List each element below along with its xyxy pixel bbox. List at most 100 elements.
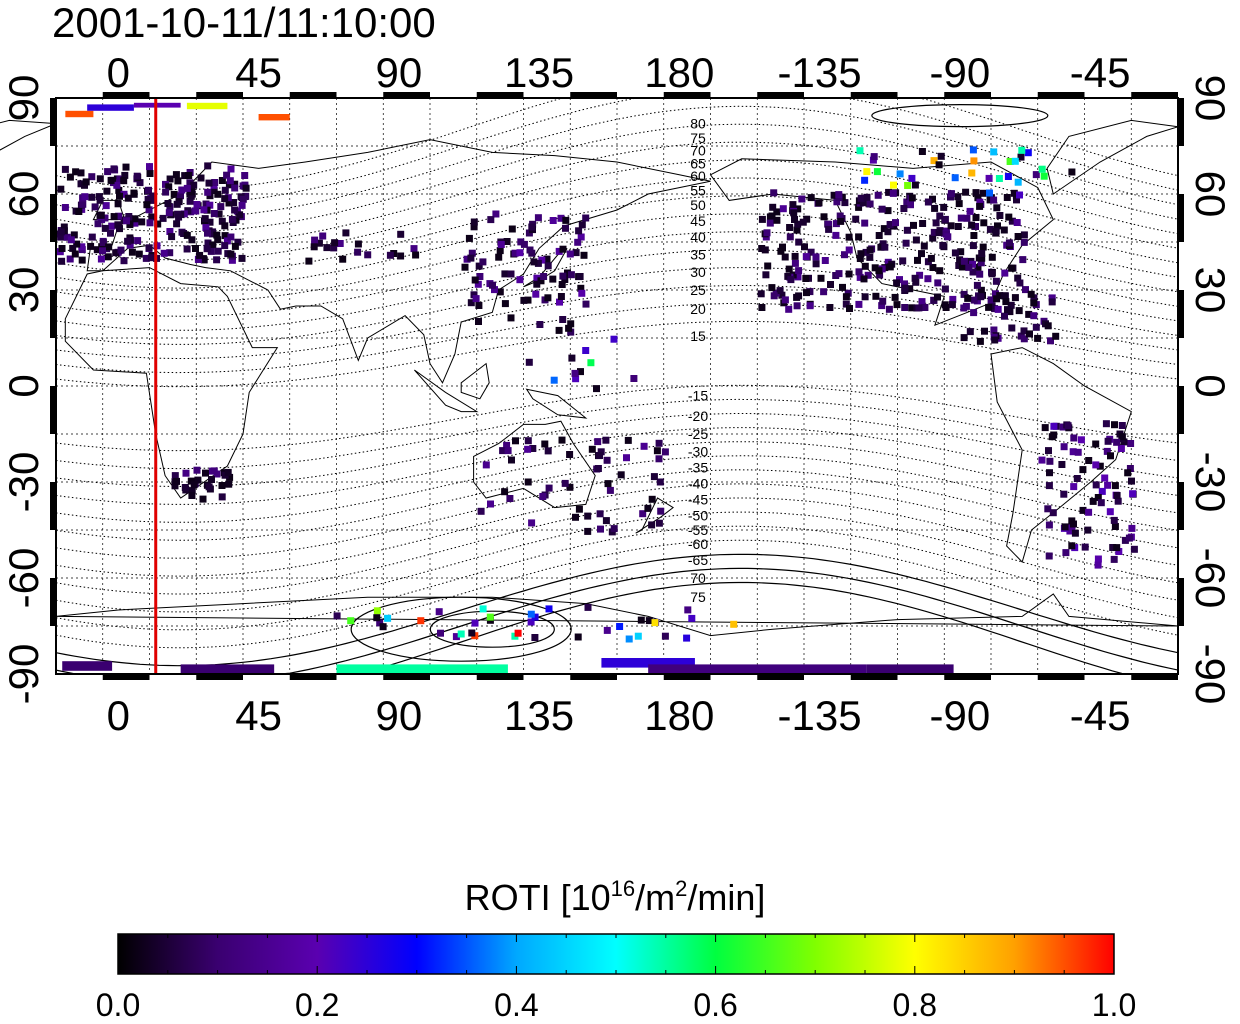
roti-cell xyxy=(1045,521,1053,529)
roti-cell xyxy=(582,214,590,222)
roti-cell xyxy=(653,447,661,455)
roti-cell xyxy=(910,221,917,229)
x-tick-label-top: 180 xyxy=(644,49,714,96)
roti-cell xyxy=(471,276,479,284)
roti-cell xyxy=(832,220,840,228)
roti-cell xyxy=(225,199,233,207)
roti-cell xyxy=(987,296,995,304)
roti-cell xyxy=(214,247,222,255)
roti-cell xyxy=(577,368,584,376)
roti-cell xyxy=(995,175,1003,182)
roti-cell xyxy=(1015,307,1023,315)
roti-cell xyxy=(770,189,778,197)
roti-cell xyxy=(468,629,476,637)
roti-cell xyxy=(81,193,89,201)
roti-cell xyxy=(182,469,190,477)
roti-cell xyxy=(186,179,194,187)
roti-cell xyxy=(539,493,547,500)
roti-cell xyxy=(639,510,647,518)
roti-cell xyxy=(544,447,552,455)
roti-cell xyxy=(128,248,136,256)
roti-cell xyxy=(78,256,86,264)
roti-cell xyxy=(856,273,864,281)
roti-cell xyxy=(833,198,841,206)
contour-label: 45 xyxy=(690,213,706,229)
roti-cell xyxy=(1019,256,1027,264)
y-tick-label-left: 30 xyxy=(0,267,47,314)
roti-cell xyxy=(177,192,184,200)
roti-cell xyxy=(99,247,106,255)
roti-cell xyxy=(130,189,138,197)
roti-cell xyxy=(218,177,226,184)
roti-cell xyxy=(190,481,198,489)
roti-cell xyxy=(1094,555,1102,563)
roti-cell xyxy=(541,440,549,448)
roti-cell xyxy=(110,213,118,221)
roti-cell xyxy=(839,283,846,291)
roti-cell xyxy=(929,234,937,242)
roti-cell xyxy=(231,180,239,188)
roti-cell xyxy=(1017,153,1025,161)
roti-band xyxy=(180,664,275,674)
roti-cell xyxy=(577,233,585,241)
frame-tick-top xyxy=(570,92,617,98)
roti-cell xyxy=(550,376,558,384)
magnetic-latitude-line xyxy=(55,123,1179,233)
roti-cell xyxy=(1118,422,1126,429)
roti-cell xyxy=(901,280,908,288)
roti-cell xyxy=(1020,231,1028,239)
roti-cell xyxy=(806,302,814,310)
frame-tick-top xyxy=(476,92,524,98)
contour-label: -55 xyxy=(688,522,708,538)
roti-cell xyxy=(1077,436,1085,444)
roti-cell xyxy=(955,200,963,208)
roti-cell xyxy=(545,484,553,492)
roti-cell xyxy=(146,170,154,177)
roti-cell xyxy=(977,259,985,267)
roti-cell xyxy=(947,190,955,198)
roti-cell xyxy=(1092,461,1100,469)
roti-cell xyxy=(1104,437,1112,445)
roti-cell xyxy=(1052,332,1060,340)
roti-cell xyxy=(1081,543,1089,551)
roti-cell xyxy=(110,165,118,173)
roti-cell xyxy=(1022,286,1029,294)
roti-cell xyxy=(1016,279,1024,287)
roti-cell xyxy=(597,448,605,456)
roti-cell xyxy=(477,507,485,515)
roti-cell xyxy=(544,262,552,270)
roti-cell xyxy=(986,225,994,233)
roti-cell xyxy=(241,172,249,179)
roti-cell xyxy=(794,220,802,228)
roti-cell xyxy=(1027,290,1035,298)
roti-cell xyxy=(617,471,625,479)
roti-cell xyxy=(1111,421,1118,429)
roti-cell xyxy=(204,162,212,170)
roti-cell xyxy=(530,258,538,266)
roti-cell xyxy=(103,187,111,195)
roti-cell xyxy=(417,617,425,625)
roti-cell xyxy=(594,465,602,472)
roti-cell xyxy=(785,305,793,313)
roti-cell xyxy=(562,216,570,224)
roti-cell xyxy=(1047,337,1054,345)
roti-cell xyxy=(918,148,926,155)
roti-cell xyxy=(861,293,869,301)
magnetic-latitude-line xyxy=(55,539,1179,649)
roti-cell xyxy=(1130,545,1138,553)
roti-cell xyxy=(941,285,949,293)
roti-cell xyxy=(1004,306,1011,314)
roti-cell xyxy=(908,194,916,202)
roti-cell xyxy=(514,629,522,637)
roti-cell xyxy=(491,286,498,294)
roti-cell xyxy=(234,238,242,246)
roti-cell xyxy=(1079,506,1087,514)
roti-cell xyxy=(507,270,515,278)
frame-tick-top xyxy=(196,92,243,98)
roti-cell xyxy=(61,204,69,211)
roti-cell xyxy=(812,253,820,261)
roti-cell xyxy=(1001,269,1009,277)
roti-cell xyxy=(311,236,319,244)
roti-cell xyxy=(487,500,494,508)
roti-cell xyxy=(768,212,776,220)
